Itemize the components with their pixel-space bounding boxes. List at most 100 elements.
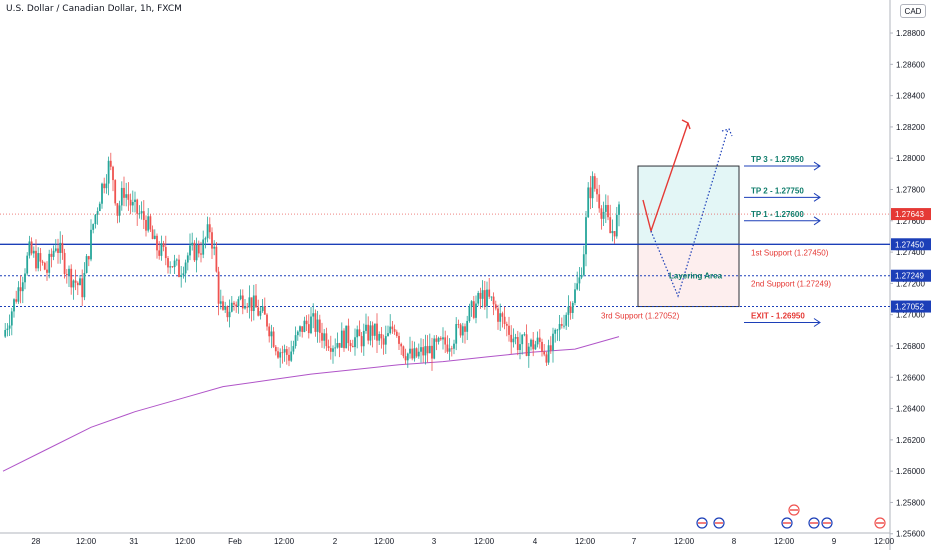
projection-path-head — [721, 128, 733, 137]
candle-body — [142, 211, 145, 220]
candle-body — [116, 203, 119, 216]
level-arrow-head — [813, 192, 821, 202]
candle-body — [560, 324, 563, 326]
candle-body — [239, 295, 242, 300]
currency-button[interactable]: CAD — [900, 4, 926, 18]
candle-body — [46, 269, 48, 273]
candle-body — [604, 205, 607, 212]
price-tag-bg — [891, 269, 931, 282]
candle-body — [35, 250, 37, 269]
candle-body — [582, 254, 585, 275]
candle-body — [589, 187, 592, 199]
support-label: 1st Support (1.27450) — [751, 248, 829, 257]
candle-body — [351, 345, 354, 348]
candle-body — [431, 345, 433, 359]
time-tick-label: 12:00 — [575, 537, 596, 546]
candle-body — [585, 217, 587, 255]
candle-body — [189, 245, 191, 256]
candle-body — [367, 324, 370, 341]
candle-body — [149, 216, 152, 230]
candle-body — [494, 304, 497, 309]
support-label: 3rd Support (1.27052) — [601, 312, 680, 321]
candle-body — [615, 214, 618, 237]
candle-body — [32, 250, 35, 254]
candle-body — [510, 334, 513, 343]
time-tick-label: 12:00 — [774, 537, 795, 546]
candle-body — [171, 266, 174, 268]
candle-body — [180, 275, 183, 277]
candle-body — [613, 231, 616, 237]
last-price-tag: 1.27643 — [895, 210, 924, 219]
price-tick-label: 1.25600 — [896, 530, 925, 539]
candle-body — [248, 297, 251, 308]
candle-body — [241, 295, 244, 309]
price-tick-label: 1.28800 — [896, 29, 925, 38]
candle-body — [567, 306, 570, 315]
candle-body — [340, 330, 343, 348]
candle-body — [490, 296, 493, 298]
candle-body — [503, 316, 506, 324]
candle-body — [167, 258, 169, 268]
candle-body — [21, 282, 24, 292]
price-tick-label: 1.27600 — [896, 217, 925, 226]
candle-body — [184, 262, 187, 274]
candle-body — [428, 345, 431, 354]
candle-body — [411, 348, 414, 359]
candle-body — [294, 335, 297, 347]
candle-body — [521, 334, 524, 345]
candle-body — [125, 194, 128, 198]
candle-body — [336, 343, 339, 348]
candle-body — [554, 329, 557, 334]
candle-body — [360, 336, 363, 347]
candle-body — [479, 292, 482, 299]
candle-body — [39, 253, 42, 262]
candle-body — [263, 306, 266, 315]
candle-body — [534, 344, 537, 350]
candle-body — [499, 313, 502, 322]
candle-body — [455, 324, 458, 344]
candle-body — [571, 302, 574, 313]
projection-path-dotted — [650, 128, 729, 298]
candle-body — [312, 313, 315, 317]
candle-body — [444, 337, 447, 345]
candle-body — [134, 199, 136, 202]
time-tick-label: 12:00 — [175, 537, 196, 546]
projection-arrow-head — [681, 119, 691, 130]
price-tick-label: 1.28200 — [896, 123, 925, 132]
candle-body — [323, 333, 326, 341]
candle-body — [92, 224, 95, 230]
time-tick-label: 3 — [432, 537, 437, 546]
candle-body — [321, 332, 323, 341]
candle-body — [391, 326, 394, 330]
candle-body — [6, 328, 9, 331]
candle-body — [404, 356, 407, 361]
candle-body — [158, 250, 161, 256]
candle-body — [477, 292, 480, 304]
price-tick-label: 1.26800 — [896, 342, 925, 351]
candle-body — [305, 320, 308, 325]
candle-body — [389, 326, 392, 334]
candle-body — [580, 274, 583, 278]
candle-body — [406, 353, 409, 361]
candle-body — [68, 268, 70, 276]
price-tick-label: 1.27400 — [896, 248, 925, 257]
candle-body — [74, 280, 77, 283]
candle-body — [57, 248, 59, 253]
candle-body — [266, 314, 268, 327]
candle-body — [37, 253, 40, 269]
candle-body — [435, 338, 438, 342]
candle-body — [261, 306, 264, 312]
candle-body — [224, 306, 227, 310]
candle-body — [395, 331, 398, 336]
candle-body — [492, 296, 495, 305]
candle-body — [536, 337, 539, 345]
candle-body — [107, 160, 110, 184]
candle-body — [90, 229, 92, 260]
level-label: TP 3 - 1.27950 — [751, 155, 804, 164]
candle-body — [325, 333, 328, 347]
candle-body — [457, 324, 460, 325]
candle-body — [598, 194, 601, 209]
candle-body — [486, 289, 488, 307]
candle-body — [145, 219, 147, 231]
